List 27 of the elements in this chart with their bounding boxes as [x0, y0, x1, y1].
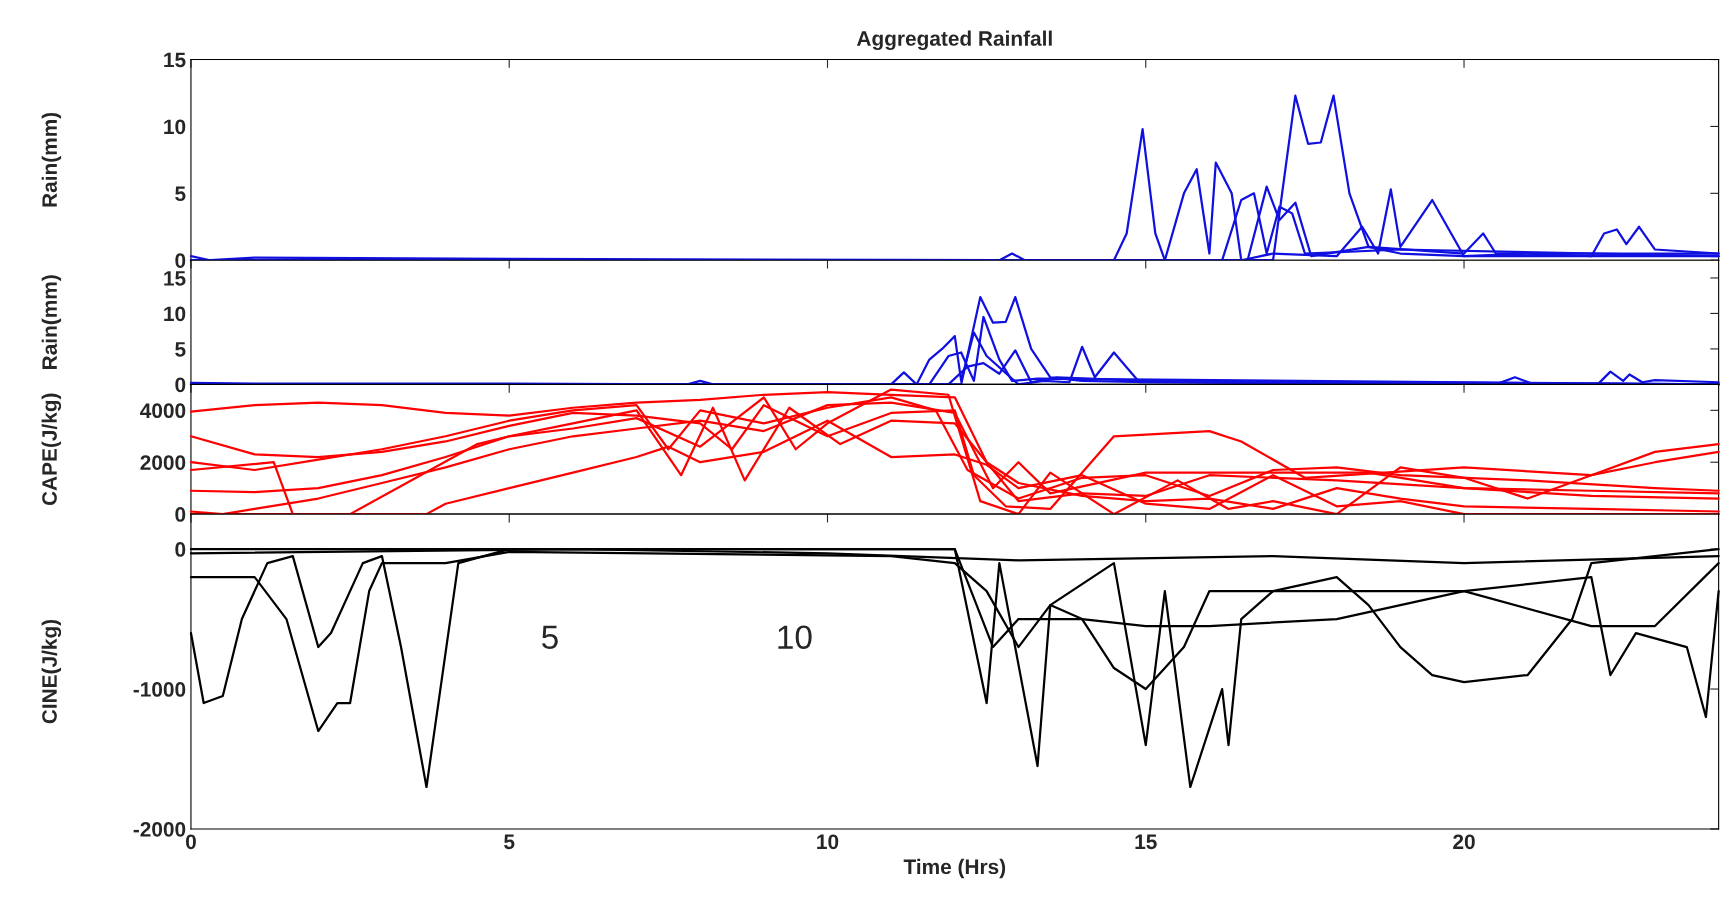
y-tick-label: -1000 — [133, 682, 186, 697]
y-tick-label: 0 — [175, 377, 186, 393]
x-axis-title: Time (Hrs) — [903, 858, 1006, 879]
y-tick-label: 15 — [164, 52, 186, 68]
y-axis-title: Rain(mm) — [41, 112, 62, 207]
annotation: 10 — [778, 625, 812, 649]
y-axis-title: CAPE(J/kg) — [41, 393, 62, 506]
annotation: 5 — [542, 625, 558, 649]
y-tick-label: 0 — [175, 507, 186, 522]
chart-title: Aggregated Rainfall — [856, 30, 1052, 51]
y-tick-label: 5 — [175, 186, 186, 202]
y-tick-label: 2000 — [140, 455, 186, 470]
x-tick-label: 15 — [1135, 834, 1157, 850]
y-tick-label: 15 — [164, 271, 186, 286]
y-tick-label: 10 — [164, 119, 186, 135]
y-tick-label: 4000 — [140, 403, 186, 419]
y-tick-label: 5 — [175, 342, 186, 357]
y-axis-title: Rain(mm) — [41, 275, 62, 369]
y-tick-label: -2000 — [133, 821, 186, 837]
x-tick-label: 10 — [817, 834, 839, 850]
y-tick-label: 0 — [175, 542, 186, 557]
x-tick-label: 0 — [185, 834, 196, 850]
y-axis-title: CINE(J/kg) — [41, 619, 62, 724]
y-tick-label: 0 — [175, 253, 186, 268]
y-tick-label: 10 — [164, 306, 186, 322]
x-tick-label: 5 — [504, 834, 515, 850]
x-tick-label: 20 — [1453, 834, 1475, 850]
